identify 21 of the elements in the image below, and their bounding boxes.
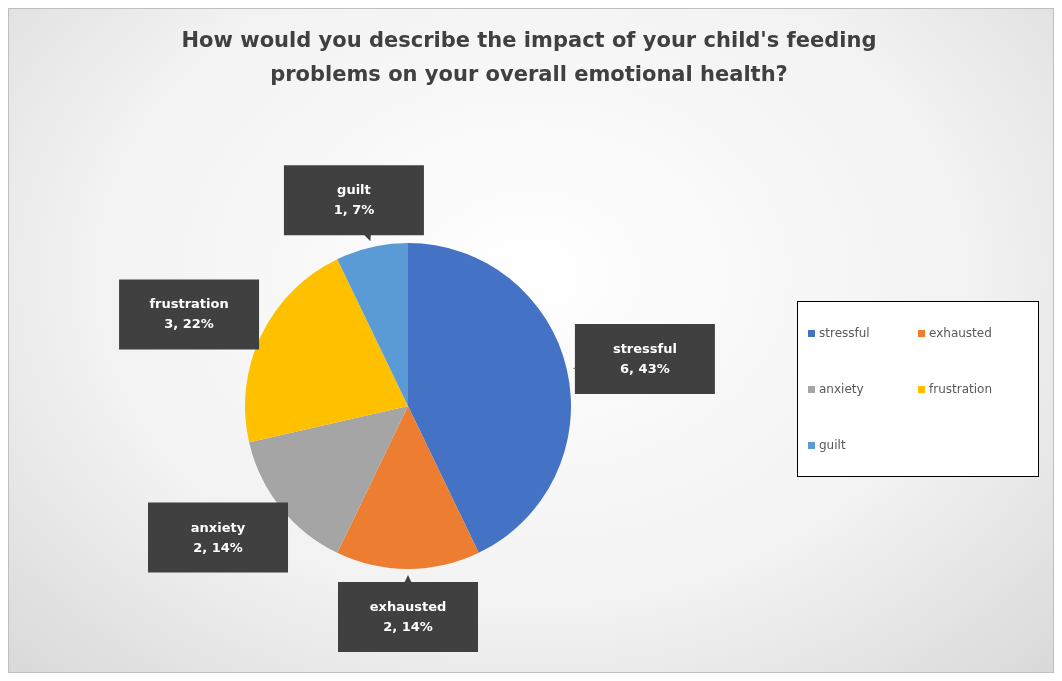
data-label: 3, 22% bbox=[164, 316, 214, 332]
data-label: 1, 7% bbox=[333, 202, 375, 218]
pie-slice bbox=[245, 259, 408, 443]
data-label: 6, 43% bbox=[620, 361, 670, 377]
slice-label: frustration bbox=[149, 296, 229, 312]
slice-label: guilt bbox=[337, 182, 371, 198]
data-label: 2, 14% bbox=[193, 539, 243, 555]
data-label: 2, 14% bbox=[383, 619, 433, 634]
pie-slice bbox=[337, 406, 479, 569]
legend-label: stressful bbox=[819, 326, 870, 340]
chart-title: How would you describe the impact of your child's feeding problems on your overall emotional health? bbox=[180, 27, 878, 88]
legend-label: frustration bbox=[929, 382, 992, 396]
pie-slice bbox=[249, 406, 408, 553]
slice-label: anxiety bbox=[190, 519, 246, 535]
pie-slice bbox=[408, 243, 571, 553]
slice-label: exhausted bbox=[369, 599, 447, 614]
legend-label: anxiety bbox=[819, 382, 864, 396]
legend-label: guilt bbox=[819, 438, 846, 452]
slice-label: stressful bbox=[612, 341, 677, 357]
pie-slice bbox=[337, 243, 408, 406]
legend-label: exhausted bbox=[929, 326, 992, 340]
